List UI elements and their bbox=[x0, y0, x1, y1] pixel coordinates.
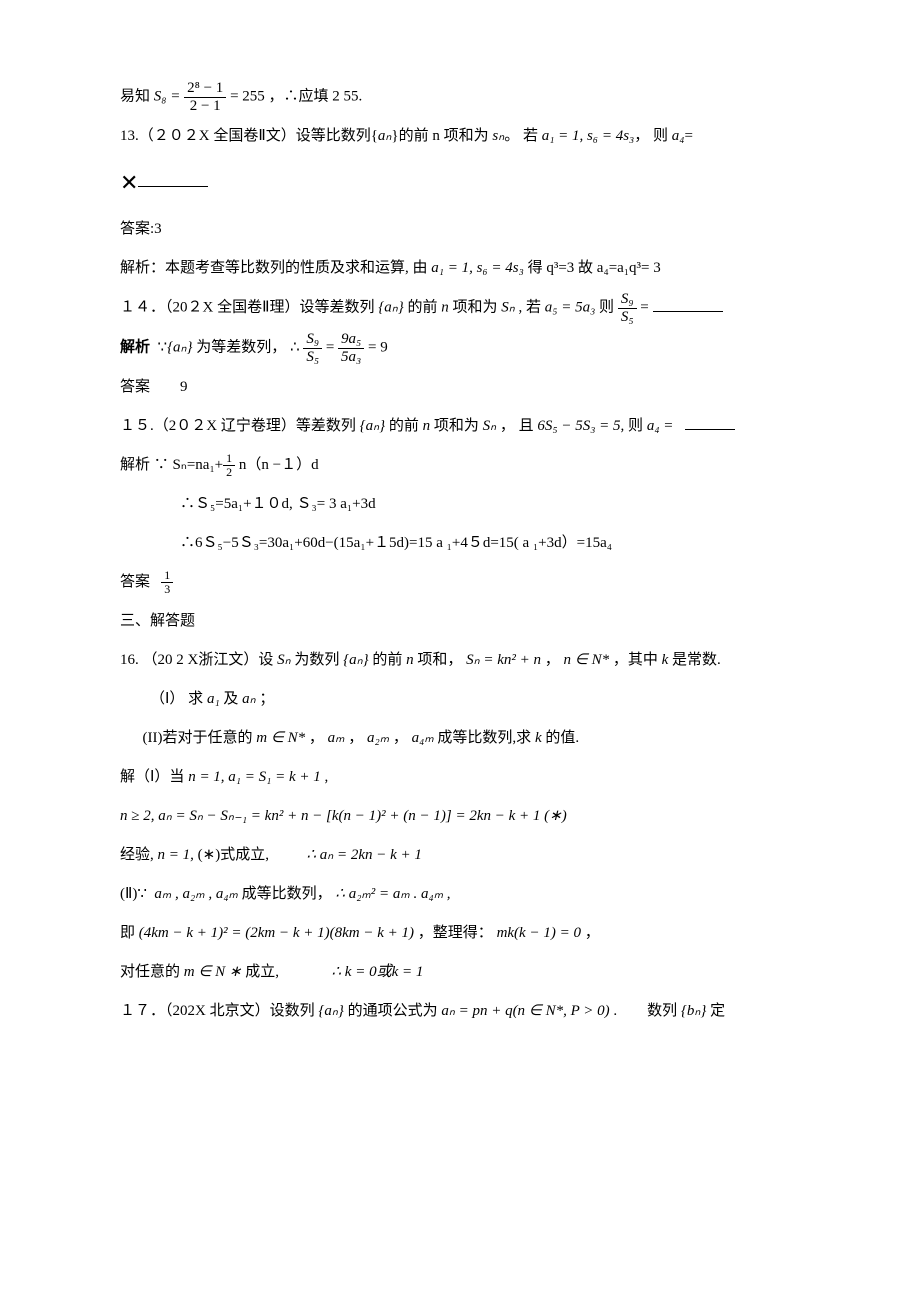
pre-line: 易知 S₈ = 2⁸ − 1 2 − 1 = 255 ，∴应填 2 55. bbox=[120, 80, 810, 114]
q16-sol6: 对任意的 m ∈ N ∗ 成立, ∴ k = 0或k = 1 bbox=[120, 956, 810, 989]
q15-exp1: 解析 ∵ Sₙ=na₁+ 1 2 n（n −１）d bbox=[120, 449, 810, 482]
section-3-heading: 三、解答题 bbox=[120, 605, 810, 638]
q13-blank: ✕ bbox=[120, 159, 810, 207]
x-mark: ✕ bbox=[120, 159, 138, 207]
q13-stem: 13.（２０２X 全国卷Ⅱ文）设等比数列{aₙ}的前 n 项和为 sₙ。 若 a… bbox=[120, 120, 810, 153]
q14-frac: S₉ S₅ bbox=[618, 291, 637, 325]
q14-stem: １４．（20２X 全国卷Ⅱ理）设等差数列 {aₙ} 的前 n 项和为 Sₙ , … bbox=[120, 291, 810, 325]
q14-explain: 解析 ∵{aₙ} 为等差数列， ∴ S₉ S₅ = 9a₅ 5a₃ = 9 bbox=[120, 331, 810, 365]
q16-sol4: (Ⅱ)∵ aₘ , a₂ₘ , a₄ₘ 成等比数列， ∴ a₂ₘ² = aₘ .… bbox=[120, 878, 810, 911]
q16-sol2: n ≥ 2, aₙ = Sₙ − Sₙ₋₁ = kn² + n − [k(n −… bbox=[120, 800, 810, 833]
q16-part1: （Ⅰ） 求 a₁ 及 aₙ ； bbox=[120, 683, 810, 716]
q16-sol1: 解（Ⅰ）当 n = 1, a₁ = S₁ = k + 1 , bbox=[120, 761, 810, 794]
q15-exp2: ∴Ｓ₅=5a₁+１０d, Ｓ₃= 3 a₁+3d bbox=[120, 488, 810, 521]
q16-stem: 16. （20 2 X浙江文）设 Sₙ 为数列 {aₙ} 的前 n 项和， Sₙ… bbox=[120, 644, 810, 677]
q15-exp3: ∴6Ｓ₅−5Ｓ₃=30a₁+60d−(15a₁+１5d)=15 a ₁+4５d=… bbox=[120, 527, 810, 560]
blank-line bbox=[138, 171, 208, 187]
pre-eq2: = 255 ，∴应填 2 55. bbox=[230, 88, 362, 104]
q14-blank bbox=[653, 296, 723, 312]
q16-sol3: 经验, n = 1, (∗)式成立, ∴ aₙ = 2kn − k + 1 bbox=[120, 839, 810, 872]
q15-stem: １５.（2０２X 辽宁卷理）等差数列 {aₙ} 的前 n 项和为 Sₙ ， 且 … bbox=[120, 410, 810, 443]
pre-frac: 2⁸ − 1 2 − 1 bbox=[184, 80, 226, 114]
pre-eq: S₈ = bbox=[154, 88, 181, 104]
q17-stem: １７．（202X 北京文）设数列 {aₙ} 的通项公式为 aₙ = pn + q… bbox=[120, 995, 810, 1028]
q15-answer: 答案 1 3 bbox=[120, 566, 810, 599]
pre-text: 易知 bbox=[120, 88, 150, 104]
q15-blank bbox=[685, 414, 735, 430]
q13-answer: 答案:3 bbox=[120, 213, 810, 246]
q14-answer: 答案 9 bbox=[120, 371, 810, 404]
q13-explain: 解析：本题考查等比数列的性质及求和运算, 由 a₁ = 1, s₆ = 4s₃ … bbox=[120, 252, 810, 285]
q16-part2: (II)若对于任意的 m ∈ N* ， aₘ ， a₂ₘ ， a₄ₘ 成等比数列… bbox=[120, 722, 810, 755]
q16-sol5: 即 (4km − k + 1)² = (2km − k + 1)(8km − k… bbox=[120, 917, 810, 950]
